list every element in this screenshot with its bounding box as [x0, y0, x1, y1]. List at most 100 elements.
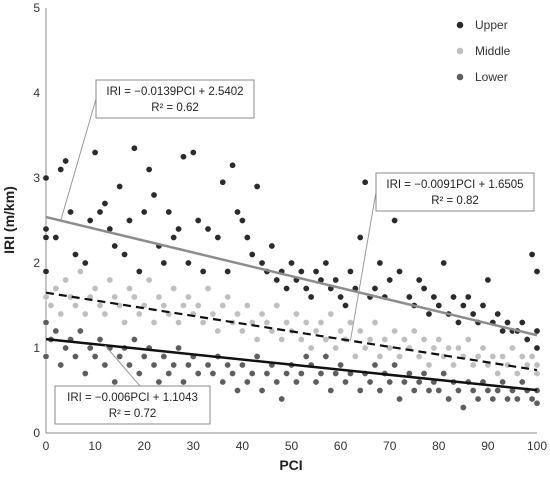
- lower-point: [415, 378, 423, 386]
- middle-point: [263, 318, 271, 326]
- middle-point: [307, 344, 315, 352]
- upper-legend-label: Upper: [475, 18, 508, 32]
- middle-point: [494, 369, 502, 377]
- upper-point: [229, 161, 237, 169]
- upper-point: [273, 276, 281, 284]
- middle-point: [160, 301, 168, 309]
- middle-trendline: [45, 291, 538, 372]
- upper-point: [248, 251, 256, 259]
- axes: [45, 8, 537, 434]
- x-tick-label: 0: [43, 439, 50, 453]
- upper-point: [386, 276, 394, 284]
- middle-point: [278, 335, 286, 343]
- upper-point: [307, 293, 315, 301]
- upper-point: [91, 149, 99, 157]
- upper-point: [42, 234, 50, 242]
- lower-point: [71, 352, 79, 360]
- middle-point: [410, 327, 418, 335]
- lower-point: [155, 378, 163, 386]
- upper-point: [238, 217, 246, 225]
- middle-point: [317, 318, 325, 326]
- lower-point: [489, 395, 497, 403]
- upper-point: [533, 327, 541, 335]
- middle-point: [415, 352, 423, 360]
- upper-point: [140, 208, 148, 216]
- lower-point: [273, 378, 281, 386]
- upper-point: [302, 284, 310, 292]
- upper-point: [42, 225, 50, 233]
- middle-point: [376, 352, 384, 360]
- middle-point: [96, 301, 104, 309]
- lower-legend-label: Lower: [475, 70, 508, 84]
- upper-point: [346, 267, 354, 275]
- lower-point: [243, 378, 251, 386]
- middle-point: [199, 318, 207, 326]
- x-tick-label: 100: [527, 439, 547, 453]
- lower-point: [233, 386, 241, 394]
- middle-point: [499, 352, 507, 360]
- middle-point: [101, 310, 109, 318]
- lower-point: [376, 386, 384, 394]
- upper-point: [459, 301, 467, 309]
- upper-point: [450, 293, 458, 301]
- lower-point: [258, 386, 266, 394]
- middle-point: [400, 335, 408, 343]
- upper-point: [494, 310, 502, 318]
- lower-point: [111, 378, 119, 386]
- middle-point: [351, 352, 359, 360]
- middle-point: [489, 352, 497, 360]
- middle-legend-marker: [456, 47, 464, 55]
- middle-point: [292, 310, 300, 318]
- upper-point: [454, 318, 462, 326]
- upper-point: [504, 318, 512, 326]
- upper-point: [287, 259, 295, 267]
- middle-point: [209, 310, 217, 318]
- middle-point: [219, 301, 227, 309]
- middle-point: [130, 293, 138, 301]
- lower-point: [238, 361, 246, 369]
- upper-callout-leader: [60, 98, 97, 221]
- middle-point: [454, 344, 462, 352]
- upper-point: [219, 178, 227, 186]
- lower-point: [391, 361, 399, 369]
- middle-point: [528, 352, 536, 360]
- upper-point: [233, 208, 241, 216]
- lower-point: [435, 386, 443, 394]
- tick-labels: 0 10 20 30 40 50 60 70 80 90 100 0 1 2 3 4 5: [33, 1, 547, 453]
- middle-point: [381, 335, 389, 343]
- middle-point: [135, 310, 143, 318]
- lower-point: [204, 361, 212, 369]
- middle-point: [170, 284, 178, 292]
- lower-legend-marker: [456, 73, 464, 81]
- middle-point: [332, 344, 340, 352]
- upper-point: [435, 301, 443, 309]
- lower-point: [297, 369, 305, 377]
- upper-point: [214, 234, 222, 242]
- upper-point: [189, 149, 197, 157]
- upper-point: [371, 284, 379, 292]
- upper-point: [81, 259, 89, 267]
- upper-point: [116, 183, 124, 191]
- y-tick-label: 1: [33, 341, 40, 355]
- middle-point: [62, 276, 70, 284]
- upper-point: [464, 293, 472, 301]
- upper-point: [86, 217, 94, 225]
- x-tick-label: 10: [88, 439, 102, 453]
- middle-point: [302, 318, 310, 326]
- lower-point: [209, 369, 217, 377]
- lower-point: [86, 344, 94, 352]
- y-tick-label: 5: [33, 1, 40, 15]
- x-axis-title: PCI: [279, 457, 302, 473]
- middle-point: [42, 293, 50, 301]
- lower-point: [179, 378, 187, 386]
- lower-point: [253, 352, 261, 360]
- lower-point: [283, 369, 291, 377]
- middle-point: [125, 284, 133, 292]
- upper-point: [420, 284, 428, 292]
- upper-legend-marker: [456, 21, 464, 29]
- upper-point: [199, 267, 207, 275]
- upper-point: [179, 153, 187, 161]
- lower-point: [528, 395, 536, 403]
- upper-point: [518, 318, 526, 326]
- middle-point: [533, 369, 541, 377]
